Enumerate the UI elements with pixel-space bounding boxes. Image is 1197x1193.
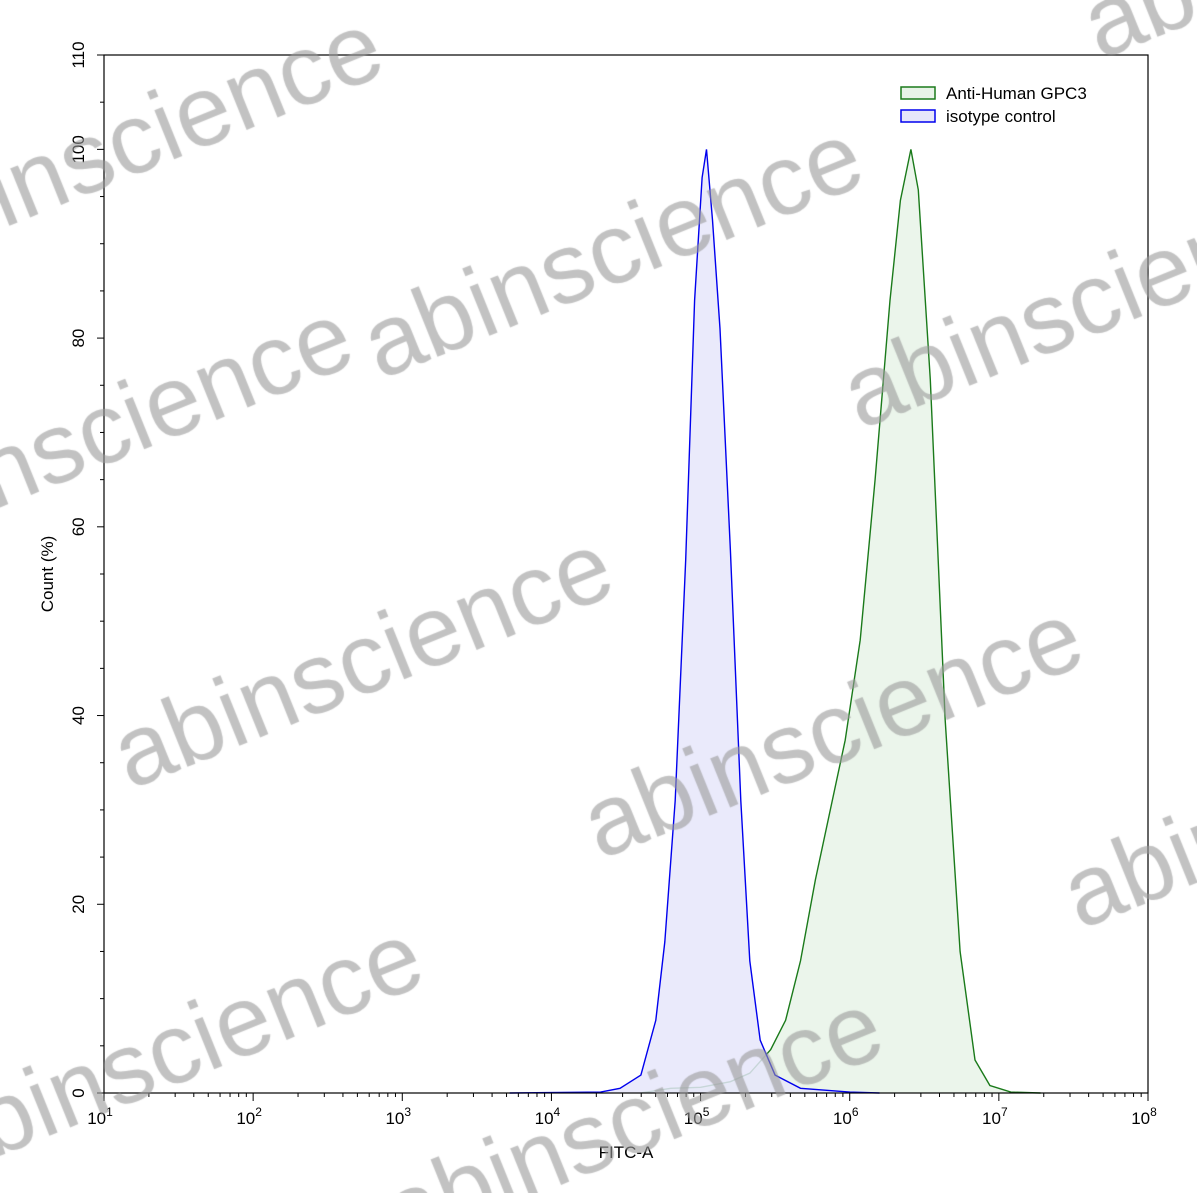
y-tick-label: 110 xyxy=(69,41,88,68)
legend-swatch-isotype xyxy=(900,109,936,123)
axes-layer: 101 102 103 104 105 106 107 108 0 20 40 60 80 100 110 xyxy=(69,41,1157,1128)
legend-label-gpc3: Anti-Human GPC3 xyxy=(946,84,1087,103)
legend: Anti-Human GPC3 isotype control xyxy=(900,84,1087,126)
series-layer xyxy=(509,149,1041,1094)
y-tick-label: 20 xyxy=(69,895,88,914)
x-tick-label: 108 xyxy=(1131,1105,1157,1128)
x-tick-label: 103 xyxy=(385,1105,411,1128)
y-tick-label: 60 xyxy=(69,517,88,536)
x-axis-label: FITC-A xyxy=(599,1143,654,1162)
x-tick-label: 106 xyxy=(833,1105,859,1128)
x-tick-label: 107 xyxy=(982,1105,1008,1128)
x-tick-label: 101 xyxy=(87,1105,113,1128)
y-tick-label: 100 xyxy=(69,135,88,163)
legend-swatch-gpc3 xyxy=(900,86,936,100)
y-axis-label: Count (%) xyxy=(38,536,57,613)
y-tick-label: 40 xyxy=(69,706,88,725)
plot-frame xyxy=(103,54,1149,1094)
legend-label-isotype: isotype control xyxy=(946,107,1056,126)
x-tick-label: 102 xyxy=(236,1105,262,1128)
y-tick-label: 0 xyxy=(69,1088,88,1097)
y-tick-label: 80 xyxy=(69,329,88,348)
x-tick-label: 104 xyxy=(535,1105,561,1128)
x-tick-label: 105 xyxy=(684,1105,710,1128)
